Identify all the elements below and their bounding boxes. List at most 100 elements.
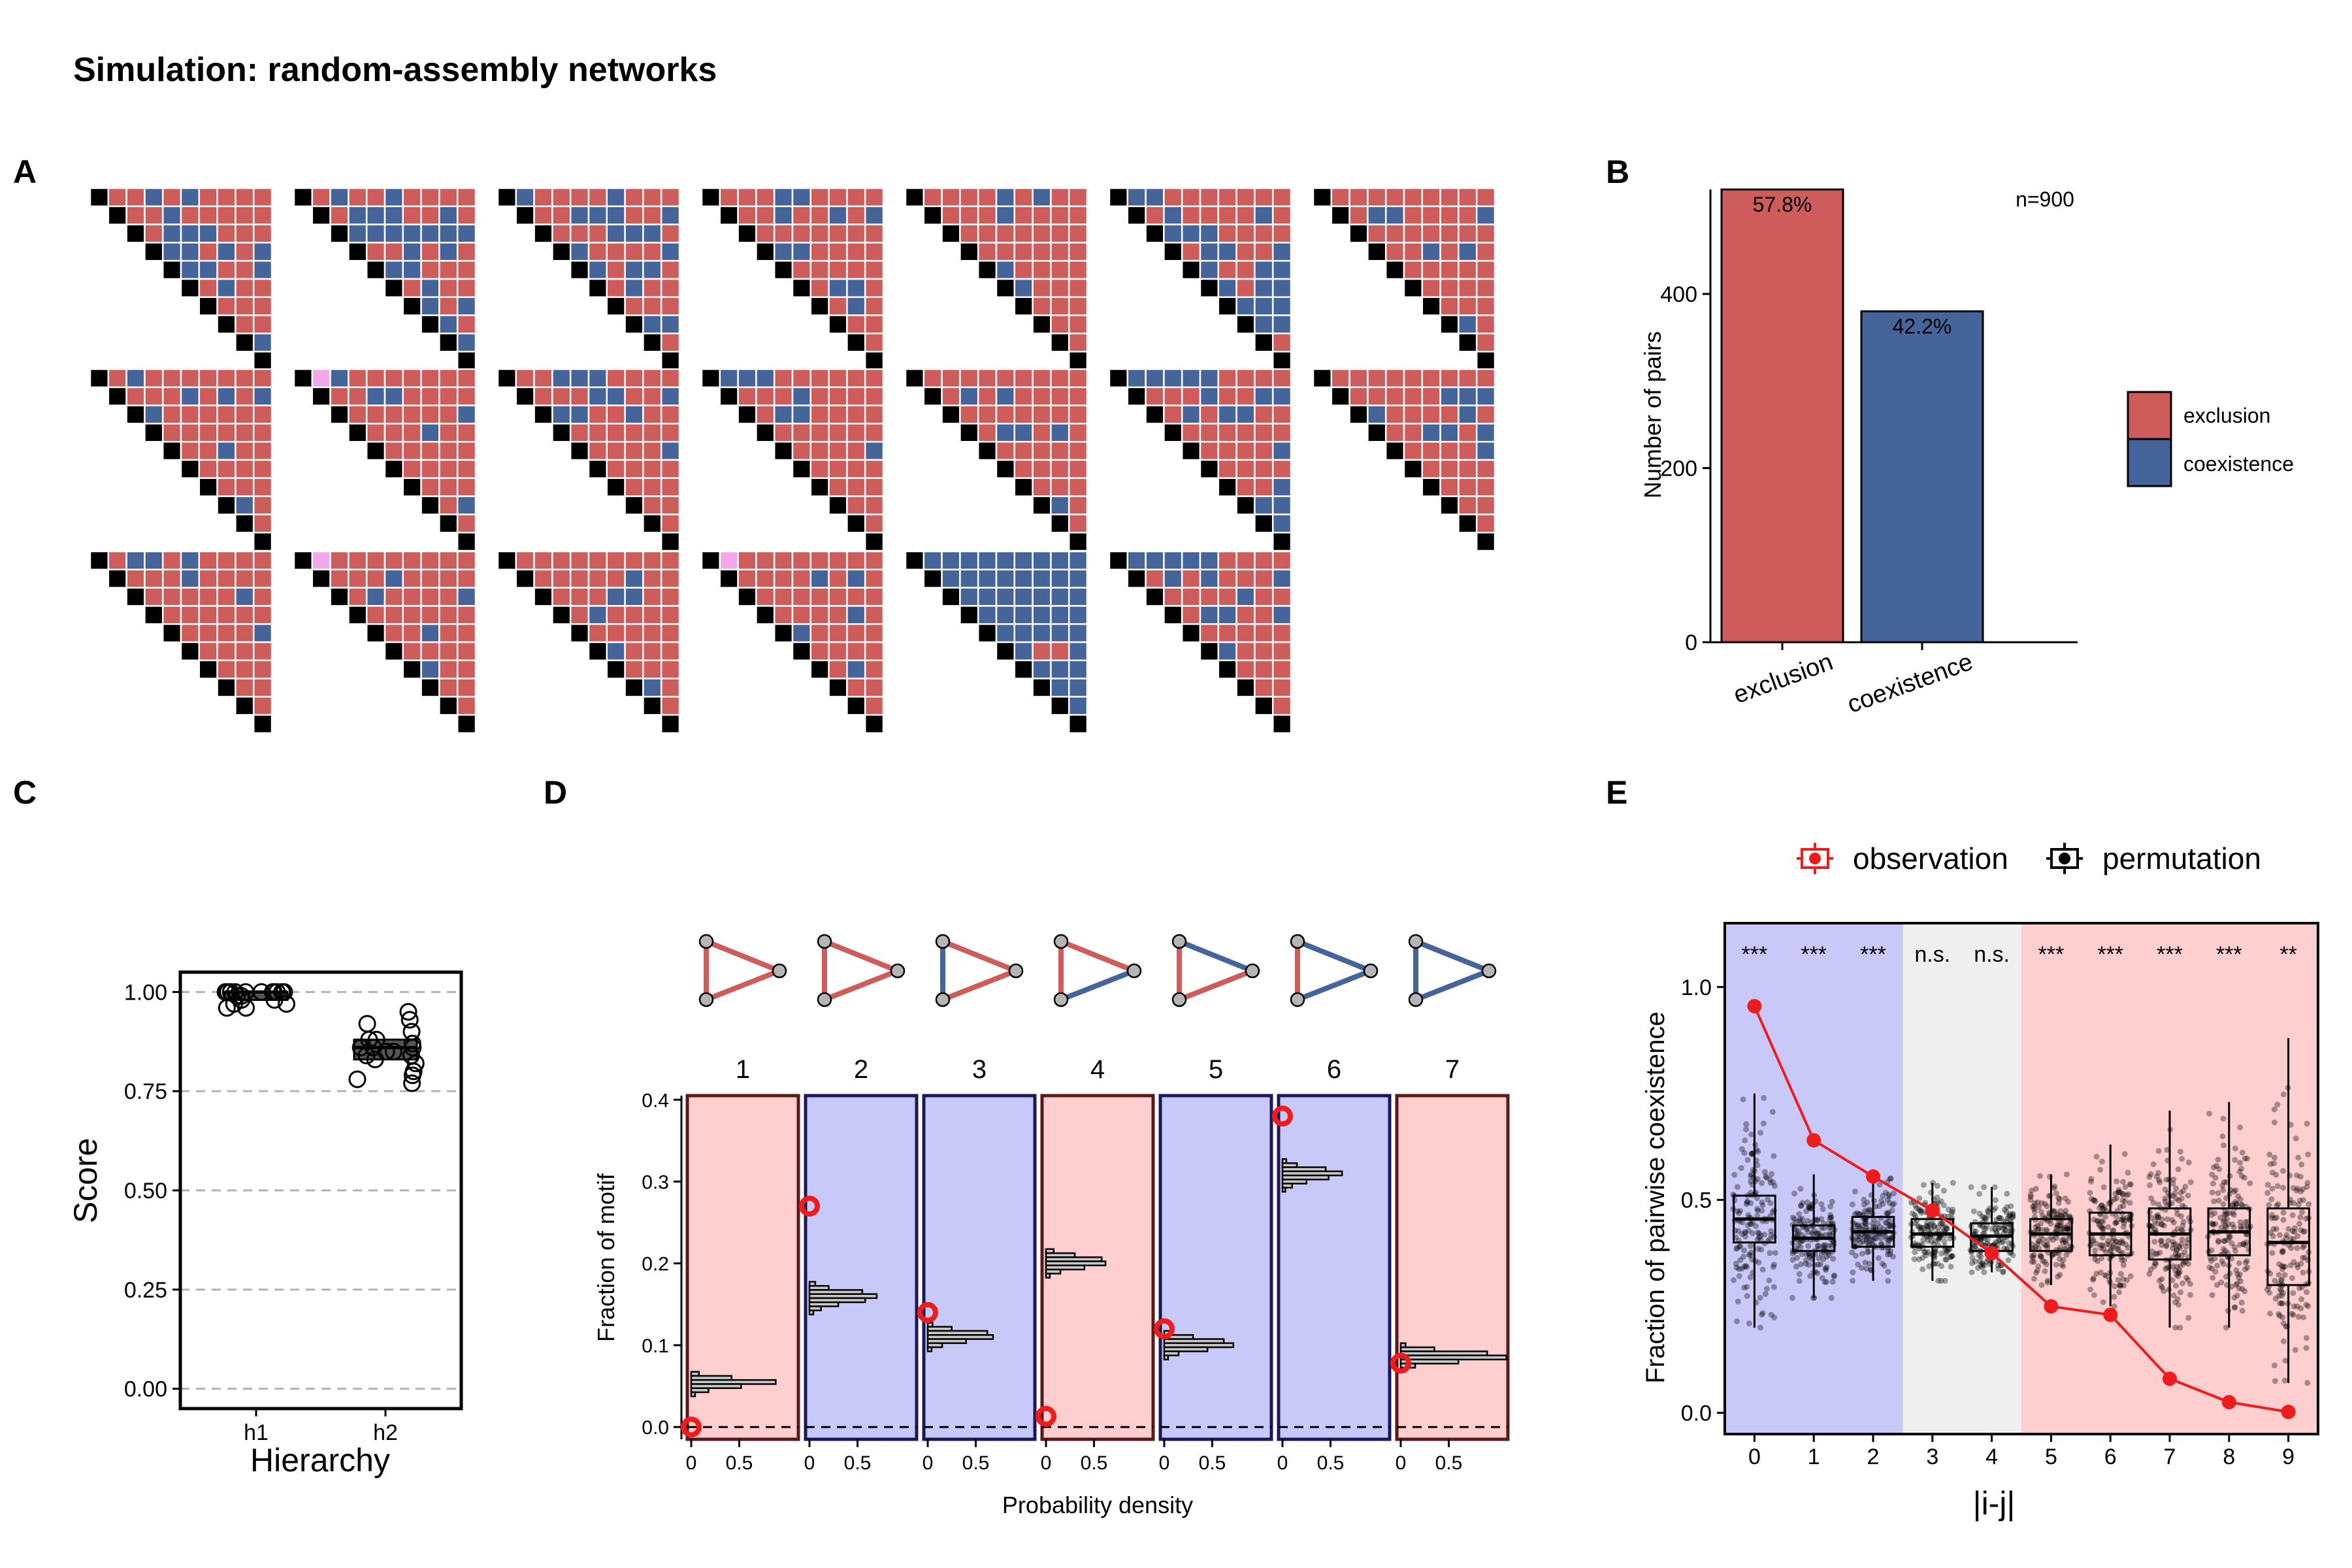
c-y-tick-label: 0.00 bbox=[124, 1377, 167, 1402]
e-permutation-point bbox=[1943, 1256, 1950, 1263]
matrix-cell bbox=[864, 623, 885, 644]
matrix-cell bbox=[1330, 187, 1350, 208]
e-permutation-point bbox=[1863, 1216, 1869, 1222]
e-permutation-point bbox=[2100, 1218, 2106, 1225]
matrix-cell bbox=[606, 423, 626, 443]
e-observation-line bbox=[1753, 1005, 2289, 1414]
matrix-cell bbox=[365, 587, 386, 607]
matrix-cell bbox=[624, 314, 644, 335]
matrix-cell bbox=[144, 187, 164, 208]
e-permutation-point bbox=[1816, 1230, 1822, 1237]
matrix-cell bbox=[864, 386, 885, 406]
matrix-cell bbox=[1217, 459, 1237, 480]
e-permutation-point bbox=[2002, 1227, 2009, 1233]
matrix-cell bbox=[1458, 404, 1478, 425]
b-ylabel: Number of pairs bbox=[1639, 331, 1666, 498]
e-permutation-point bbox=[2173, 1196, 2180, 1202]
matrix-cell bbox=[1199, 205, 1220, 225]
matrix-cell bbox=[1421, 205, 1441, 225]
e-permutation-point bbox=[2179, 1156, 2185, 1162]
matrix-cell bbox=[959, 568, 979, 589]
e-permutation-point bbox=[2280, 1338, 2287, 1345]
matrix-cell bbox=[1475, 495, 1496, 515]
e-permutation-point bbox=[2111, 1196, 2117, 1203]
e-permutation-point bbox=[2038, 1253, 2044, 1260]
e-permutation-point bbox=[1736, 1266, 1742, 1272]
matrix-cell bbox=[235, 386, 255, 406]
matrix-cell bbox=[402, 440, 422, 461]
matrix-cell bbox=[755, 205, 776, 225]
e-permutation-point bbox=[1942, 1277, 1948, 1284]
e-permutation-point bbox=[2210, 1221, 2216, 1228]
matrix-cell bbox=[606, 242, 626, 262]
matrix-cell bbox=[1367, 423, 1387, 443]
matrix-cell bbox=[791, 205, 812, 225]
e-x-tick-label: 8 bbox=[2223, 1445, 2235, 1469]
matrix-cell bbox=[384, 423, 404, 443]
e-permutation-point bbox=[2294, 1245, 2300, 1251]
e-permutation-point bbox=[1744, 1293, 1750, 1299]
matrix-cell bbox=[180, 368, 201, 389]
e-permutation-point bbox=[2180, 1280, 2186, 1286]
e-permutation-point bbox=[2264, 1286, 2270, 1293]
matrix-cell bbox=[660, 350, 681, 371]
matrix-cell bbox=[737, 587, 757, 607]
e-permutation-point bbox=[2242, 1218, 2249, 1225]
matrix-cell bbox=[348, 187, 368, 208]
e-permutation-point bbox=[1928, 1226, 1935, 1232]
matrix-cell bbox=[235, 259, 255, 280]
e-permutation-point bbox=[1870, 1216, 1877, 1222]
matrix-cell bbox=[180, 641, 201, 662]
matrix-cell bbox=[1475, 314, 1496, 335]
matrix-cell bbox=[1068, 404, 1088, 425]
e-permutation-point bbox=[2237, 1271, 2244, 1277]
e-permutation-point bbox=[1998, 1215, 2004, 1222]
matrix-cell bbox=[1254, 440, 1274, 461]
matrix-cell bbox=[252, 278, 273, 299]
e-permutation-point bbox=[2153, 1260, 2159, 1267]
matrix-cell bbox=[828, 368, 848, 389]
e-permutation-point bbox=[2093, 1271, 2100, 1277]
matrix-cell bbox=[660, 641, 681, 662]
e-legend-obs-dot bbox=[1809, 853, 1821, 864]
matrix-cell bbox=[1271, 423, 1292, 443]
e-permutation-point bbox=[1852, 1211, 1858, 1217]
e-permutation-point bbox=[2178, 1190, 2184, 1196]
e-permutation-point bbox=[2271, 1154, 2278, 1161]
e-permutation-point bbox=[1789, 1294, 1796, 1301]
matrix-cell bbox=[569, 623, 590, 644]
e-permutation-point bbox=[2155, 1148, 2162, 1154]
e-permutation-point bbox=[2230, 1224, 2237, 1231]
e-permutation-point bbox=[1887, 1248, 1894, 1254]
matrix-cell bbox=[1458, 223, 1478, 244]
e-x-tick-label: 5 bbox=[2045, 1445, 2057, 1469]
matrix-cell bbox=[198, 659, 218, 679]
c-x-tick-label: h1 bbox=[244, 1420, 269, 1445]
matrix-cell bbox=[402, 550, 422, 571]
e-permutation-point bbox=[2300, 1254, 2306, 1261]
e-permutation-point bbox=[2187, 1179, 2194, 1185]
d-hist-bar bbox=[926, 1342, 943, 1348]
e-permutation-point bbox=[2029, 1253, 2035, 1260]
e-permutation-point bbox=[1861, 1201, 1867, 1208]
matrix-cell bbox=[791, 459, 812, 480]
e-permutation-point bbox=[2187, 1292, 2194, 1298]
e-permutation-point bbox=[2236, 1241, 2243, 1248]
e-permutation-point bbox=[1996, 1215, 2002, 1221]
e-permutation-point bbox=[2119, 1237, 2125, 1244]
matrix-cell bbox=[1068, 314, 1088, 335]
e-permutation-point bbox=[1797, 1244, 1804, 1250]
e-permutation-point bbox=[2110, 1227, 2116, 1233]
matrix-cell bbox=[737, 223, 757, 244]
e-permutation-point bbox=[1886, 1235, 1893, 1242]
e-significance-label: *** bbox=[2157, 942, 2183, 967]
matrix-cell bbox=[1050, 605, 1070, 625]
e-permutation-point bbox=[2233, 1201, 2240, 1207]
e-permutation-point bbox=[1796, 1278, 1803, 1284]
matrix-cell bbox=[606, 641, 626, 662]
e-permutation-point bbox=[2276, 1232, 2283, 1238]
e-permutation-point bbox=[2112, 1238, 2119, 1245]
matrix-cell bbox=[1439, 440, 1460, 461]
matrix-cell bbox=[252, 641, 273, 662]
e-permutation-point bbox=[2212, 1220, 2219, 1227]
